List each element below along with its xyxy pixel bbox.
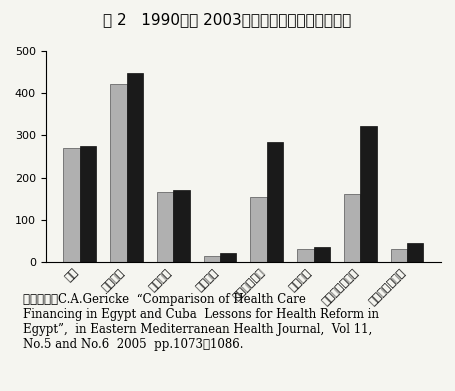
Bar — [126, 73, 143, 262]
Bar — [220, 253, 237, 262]
Bar — [407, 243, 423, 262]
Bar — [250, 197, 267, 262]
Bar — [297, 249, 313, 262]
Bar — [344, 194, 360, 262]
Bar — [391, 249, 407, 262]
Bar — [204, 256, 220, 262]
Bar — [80, 146, 96, 262]
Bar — [157, 192, 173, 262]
Bar — [313, 247, 330, 262]
Text: 图 2   1990年和 2003年古巴提供的医疗服务场所: 图 2 1990年和 2003年古巴提供的医疗服务场所 — [103, 12, 352, 27]
Text: 资料来源：C.A.Gericke  “Comparison of Health Care
Financing in Egypt and Cuba  Lesson: 资料来源：C.A.Gericke “Comparison of Health C… — [23, 293, 379, 351]
Bar — [173, 190, 190, 262]
Bar — [360, 126, 377, 262]
Bar — [110, 84, 126, 262]
Bar — [267, 142, 283, 262]
Bar — [64, 148, 80, 262]
